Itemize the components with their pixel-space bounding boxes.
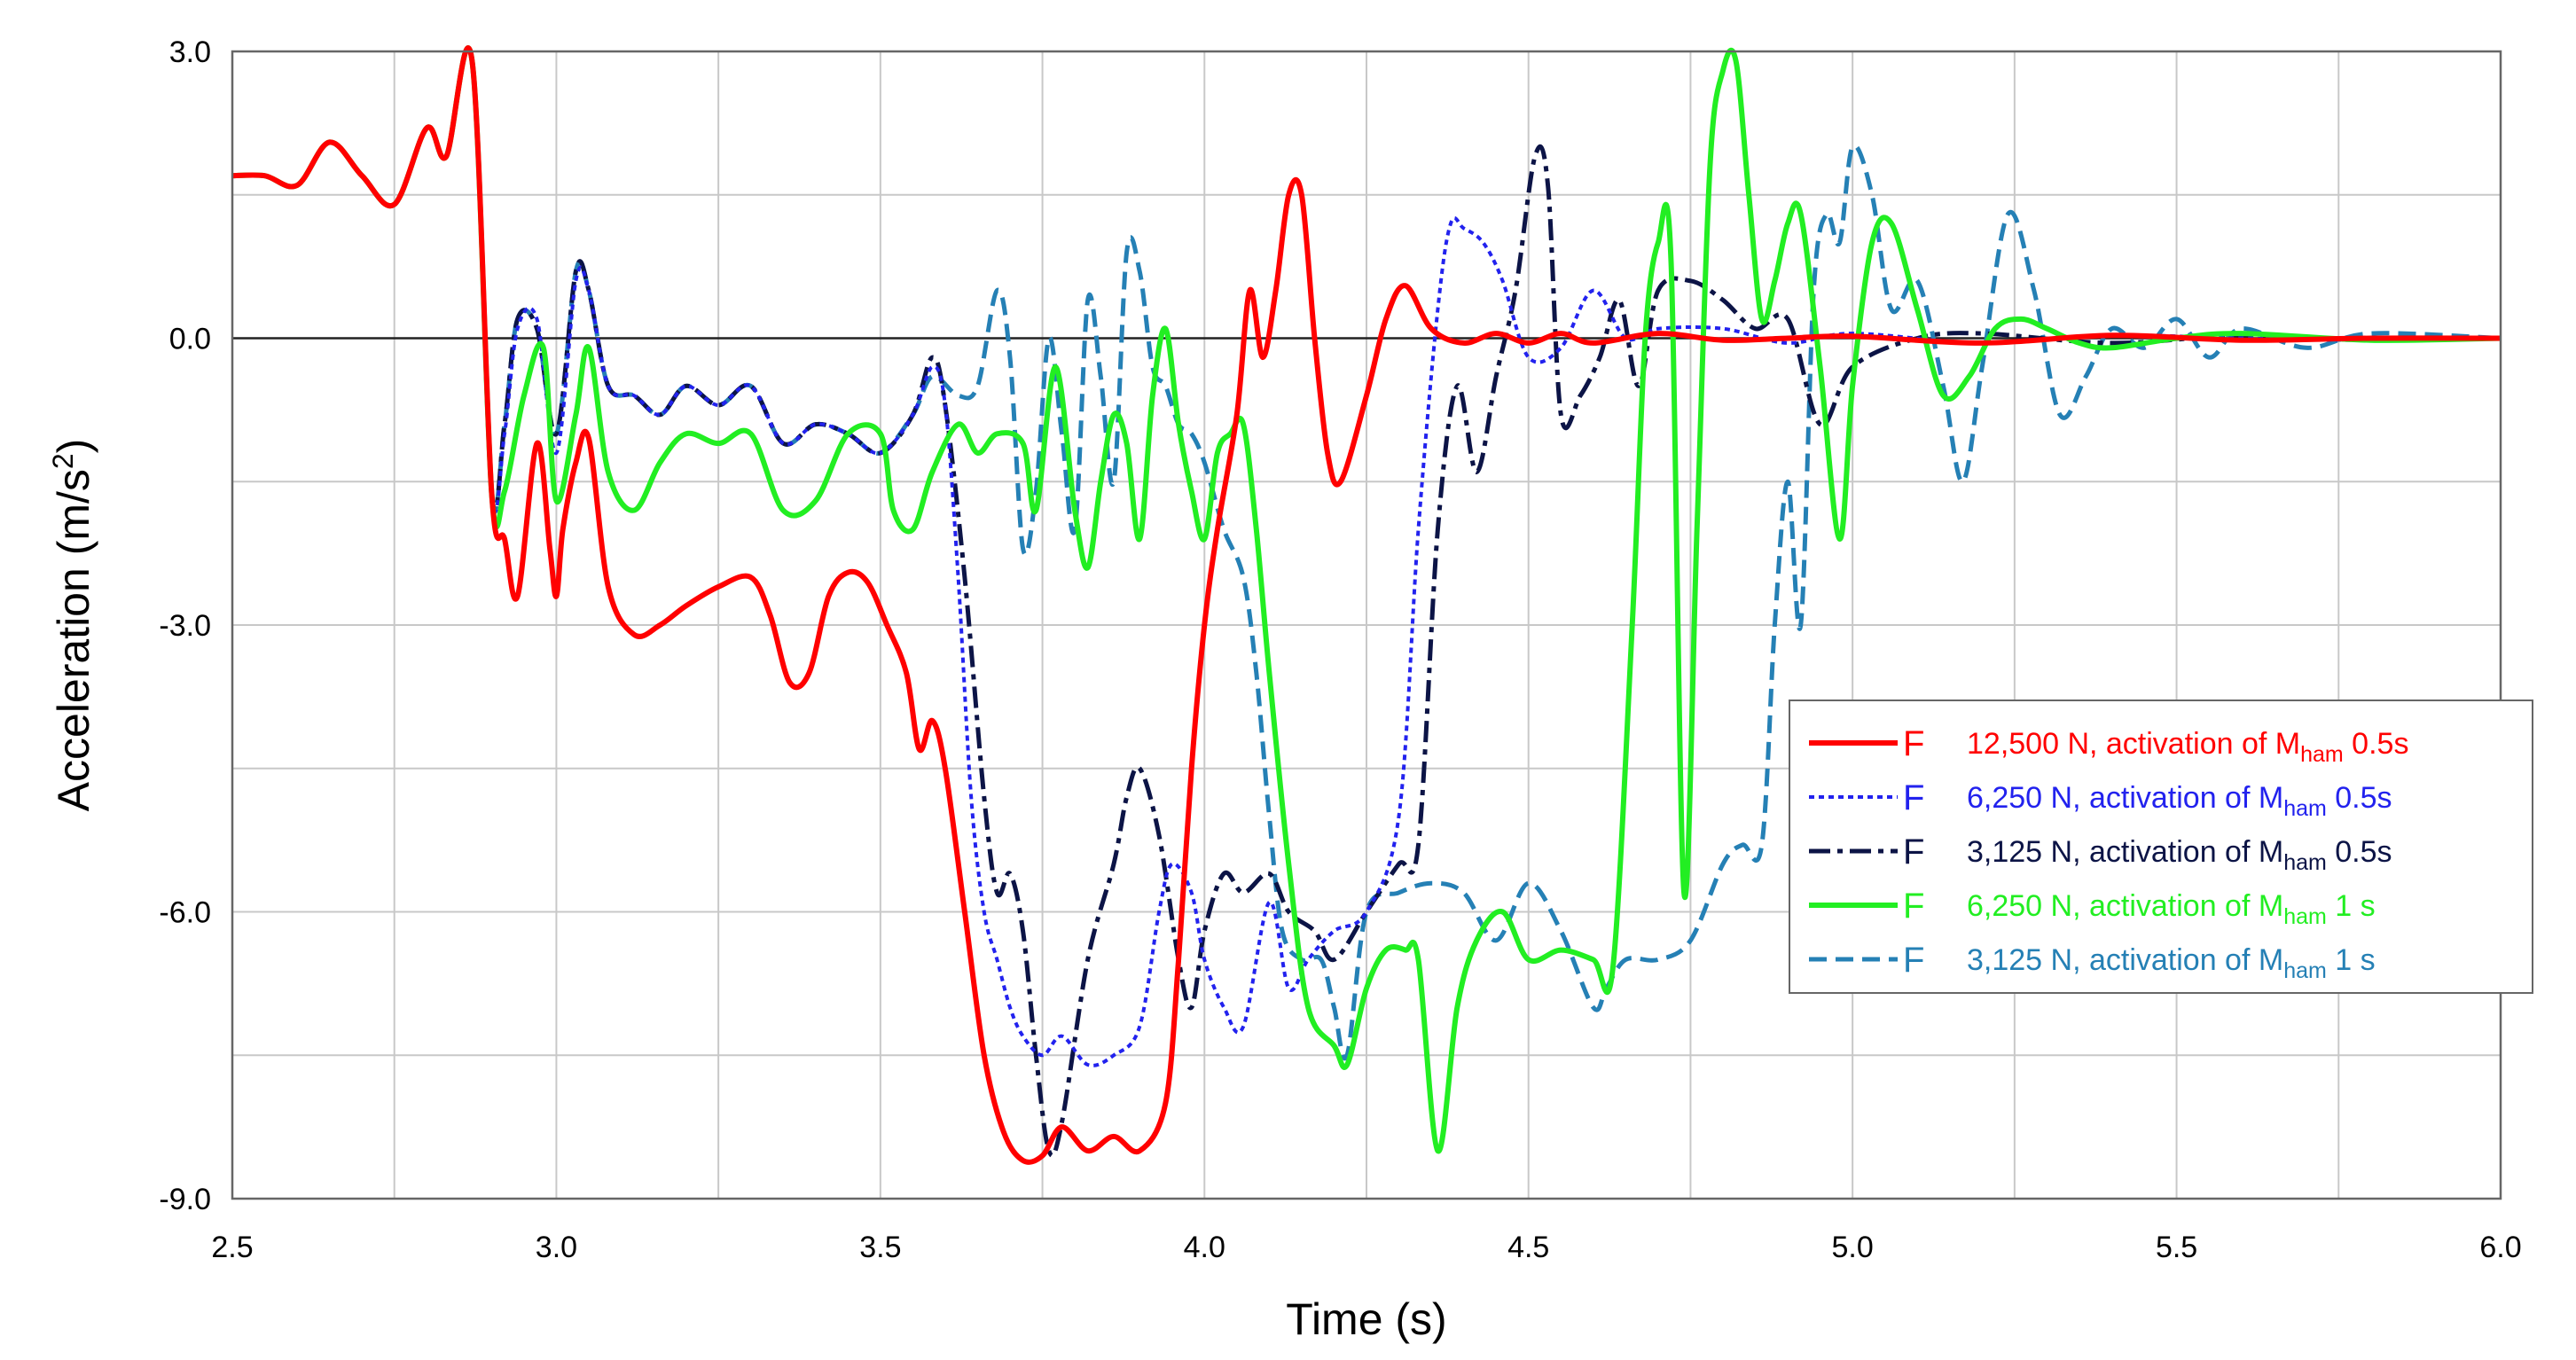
x-tick-label: 6.0 <box>2479 1231 2521 1264</box>
legend-marker-5: F <box>1903 941 1924 980</box>
legend-marker-1: F <box>1903 724 1924 763</box>
series-line-2 <box>231 46 2502 1067</box>
legend-marker-4: F <box>1903 887 1924 926</box>
x-tick-label: 5.0 <box>1832 1231 1874 1264</box>
y-tick-label: 0.0 <box>169 323 211 356</box>
y-tick-label: -9.0 <box>159 1183 211 1216</box>
x-tick-label: 3.5 <box>859 1231 901 1264</box>
series-layer <box>231 45 2502 1165</box>
legend-label-4: 6,250 N, activation of Mham 1 s <box>1967 889 2376 929</box>
x-tick-label: 4.5 <box>1507 1231 1549 1264</box>
legend-label-2: 6,250 N, activation of Mham 0.5s <box>1967 781 2392 821</box>
legend-box <box>1789 700 2533 994</box>
x-tick-label: 4.0 <box>1184 1231 1225 1264</box>
y-tick-label: -3.0 <box>159 609 211 643</box>
series-line-1 <box>231 45 2502 1165</box>
series-line-4 <box>231 45 2502 1154</box>
x-axis-title: Time (s) <box>1286 1294 1446 1344</box>
legend-marker-3: F <box>1903 832 1924 871</box>
x-tick-label: 3.0 <box>536 1231 577 1264</box>
y-tick-label: -6.0 <box>159 896 211 930</box>
legend-label-1: 12,500 N, activation of Mham 0.5s <box>1967 727 2408 767</box>
legend-label-3: 3,125 N, activation of Mham 0.5s <box>1967 835 2392 875</box>
x-tick-label: 2.5 <box>211 1231 253 1264</box>
y-axis-title: Acceleration (m/s2) <box>47 439 98 812</box>
legend-label-5: 3,125 N, activation of Mham 1 s <box>1967 943 2376 983</box>
legend-marker-2: F <box>1903 778 1924 817</box>
plot-frame <box>231 50 2502 1200</box>
x-tick-labels: 2.5 3.0 3.5 4.0 4.5 5.0 5.5 6.0 <box>211 1231 2521 1264</box>
y-tick-label: 3.0 <box>169 35 211 69</box>
legend: F 12,500 N, activation of Mham 0.5s F 6,250… <box>1789 700 2533 994</box>
x-tick-label: 5.5 <box>2156 1231 2197 1264</box>
y-tick-labels: 3.0 0.0 -3.0 -6.0 -9.0 <box>159 35 211 1216</box>
